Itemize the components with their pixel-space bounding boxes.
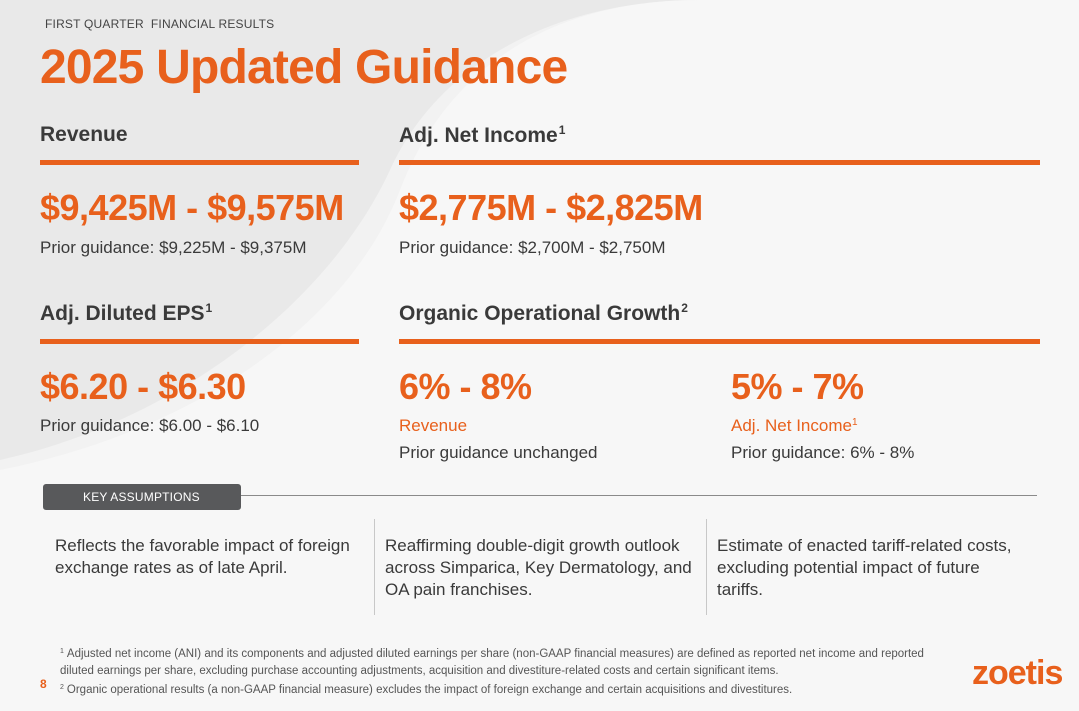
organic-net-income-range: 5% - 7%: [731, 366, 864, 407]
adj-eps-heading: Adj. Diluted EPS1: [40, 301, 213, 325]
organic-revenue-prior: Prior guidance unchanged: [399, 443, 598, 462]
revenue-prior: Prior guidance: $9,225M - $9,375M: [40, 238, 307, 257]
organic-net-income-prior: Prior guidance: 6% - 8%: [731, 443, 915, 462]
key-assumptions-rule: [241, 495, 1037, 496]
footnote-marker: 1: [851, 417, 858, 428]
assumption-item: Reaffirming double-digit growth outlook …: [385, 536, 692, 599]
revenue-rule: [40, 160, 359, 165]
revenue-range: $9,425M - $9,575M: [40, 187, 344, 228]
adj-eps-prior: Prior guidance: $6.00 - $6.10: [40, 416, 260, 435]
footnote-marker: 1: [558, 123, 566, 137]
adj-net-income-prior: Prior guidance: $2,700M - $2,750M: [399, 238, 666, 257]
footnote-marker: 1: [205, 301, 213, 315]
adj-eps-range: $6.20 - $6.30: [40, 366, 246, 407]
organic-revenue-range: 6% - 8%: [399, 366, 532, 407]
assumption-item: Reflects the favorable impact of foreign…: [55, 536, 350, 577]
organic-growth-rule: [399, 339, 1040, 344]
organic-revenue-label: Revenue: [399, 416, 468, 435]
adj-net-income-heading: Adj. Net Income1: [399, 123, 566, 147]
zoetis-logo: zoetis: [972, 654, 1063, 692]
adj-net-income-rule: [399, 160, 1040, 165]
page-title: 2025 Updated Guidance: [40, 41, 568, 94]
revenue-heading: Revenue: [40, 123, 128, 146]
footnote-1: 1 Adjusted net income (ANI) and its compo…: [60, 648, 924, 677]
footnote-marker: 2: [681, 301, 688, 315]
assumption-item: Estimate of enacted tariff-related costs…: [717, 536, 1012, 599]
adj-net-income-range: $2,775M - $2,825M: [399, 187, 703, 228]
organic-growth-heading: Organic Operational Growth2: [399, 301, 688, 325]
organic-net-income-label: Adj. Net Income1: [731, 416, 858, 435]
assumption-divider: [706, 519, 707, 615]
adj-eps-rule: [40, 339, 359, 344]
section-kicker: FIRST QUARTER FINANCIAL RESULTS: [45, 17, 275, 31]
footnote-2: 2 Organic operational results (a non-GAAP…: [60, 684, 793, 696]
assumption-divider: [374, 519, 375, 615]
key-assumptions-pill: KEY ASSUMPTIONS: [43, 484, 241, 510]
page-number: 8: [40, 677, 47, 691]
